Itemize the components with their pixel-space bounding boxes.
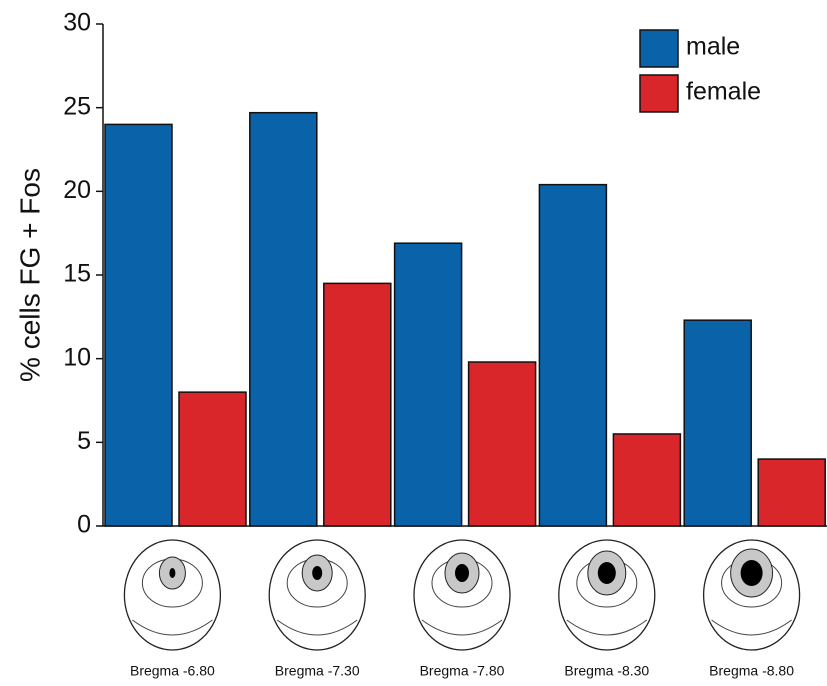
brain-section — [702, 539, 801, 651]
section-core — [169, 568, 176, 578]
section-core — [597, 562, 616, 584]
legend-swatch — [639, 29, 679, 68]
section-core — [740, 560, 763, 586]
x-tick-label: Bregma -6.80 — [130, 663, 215, 679]
legend-label: male — [686, 33, 740, 61]
y-tick-label: 20 — [63, 176, 91, 204]
brain-section — [268, 539, 366, 651]
legend-label: female — [686, 78, 761, 106]
section-outline — [123, 539, 222, 651]
bar — [467, 361, 537, 527]
bar — [683, 319, 752, 527]
bar — [757, 458, 826, 527]
y-tick-label: 5 — [77, 427, 91, 455]
section-detail — [711, 619, 792, 636]
bar — [538, 183, 608, 527]
x-tick-label: Bregma -7.30 — [275, 663, 360, 679]
section-core — [312, 566, 323, 580]
bar — [104, 123, 173, 527]
brain-section — [123, 539, 222, 651]
bar — [178, 391, 247, 527]
section-outline — [413, 539, 511, 651]
section-detail — [566, 619, 648, 636]
brain-section — [413, 539, 511, 651]
x-tick-label: Bregma -7.80 — [420, 663, 505, 679]
legend-swatch — [639, 74, 679, 113]
brain-section — [558, 539, 656, 651]
y-tick-label: 0 — [77, 511, 91, 539]
section-detail — [276, 619, 358, 636]
section-outline — [268, 539, 366, 651]
section-detail — [421, 619, 503, 636]
y-tick-label: 15 — [63, 260, 91, 288]
x-tick-label: Bregma -8.30 — [564, 663, 649, 679]
bar — [249, 111, 318, 527]
bar — [612, 433, 682, 527]
bar — [393, 242, 463, 527]
y-tick-label: 30 — [63, 9, 91, 37]
y-tick-label: 10 — [63, 343, 91, 371]
section-core — [455, 564, 469, 582]
section-detail — [132, 619, 213, 636]
bar — [323, 282, 392, 527]
y-tick-label: 25 — [63, 92, 91, 120]
x-tick-label: Bregma -8.80 — [709, 663, 794, 679]
y-axis-label: % cells FG + Fos — [14, 168, 45, 382]
